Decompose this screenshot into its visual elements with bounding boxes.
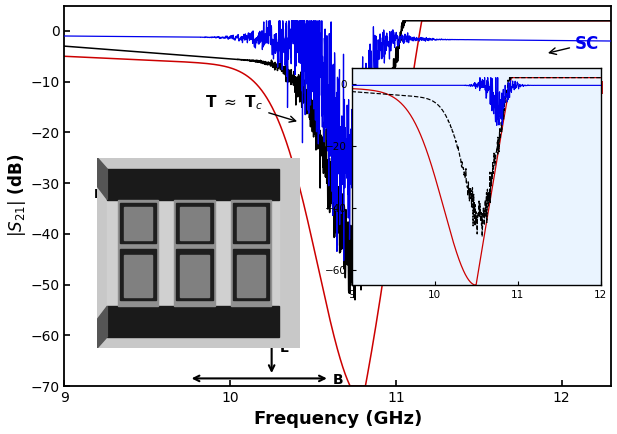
Text: B: B [333, 373, 344, 387]
Text: /Quartz/Nb: /Quartz/Nb [122, 214, 194, 251]
Y-axis label: $|S_{21}|$ (dB): $|S_{21}|$ (dB) [6, 154, 28, 237]
Text: E: E [280, 341, 289, 355]
X-axis label: Frequency (GHz): Frequency (GHz) [254, 411, 422, 428]
Text: SC: SC [549, 35, 599, 54]
Text: Rohacell: Rohacell [94, 188, 161, 241]
Text: T $\approx$ T$_c$: T $\approx$ T$_c$ [205, 93, 296, 122]
Text: NM: NM [541, 80, 605, 99]
